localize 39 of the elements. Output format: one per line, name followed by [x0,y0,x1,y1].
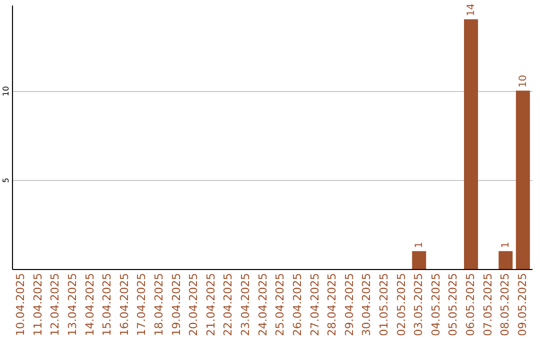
x-tick-label: 10.04.2025 [14,273,28,336]
x-tick-label: 18.04.2025 [152,273,166,336]
x-tick-label: 30.04.2025 [360,273,374,336]
bar [498,251,513,269]
x-tick-label: 03.05.2025 [412,273,426,336]
x-tick-label: 19.04.2025 [170,273,183,336]
x-tick-label: 15.04.2025 [100,273,114,336]
x-tick-label: 02.05.2025 [394,273,408,336]
bar [464,19,478,269]
x-tick-label: 29.04.2025 [342,273,356,336]
x-tick-label: 13.04.2025 [66,273,79,336]
x-tick-label: 20.04.2025 [187,273,200,336]
data-label: 10 [518,74,529,88]
x-tick-label: 14.04.2025 [83,273,96,336]
x-tick-label: 24.04.2025 [256,273,270,336]
y-tick-label: 5 [2,178,10,183]
x-tick-label: 06.05.2025 [464,273,477,336]
data-label: 14 [466,4,477,16]
data-label: 1 [500,242,512,248]
bar [516,90,530,269]
x-tick-label: 17.04.2025 [135,273,148,336]
x-tick-label: 04.05.2025 [429,273,442,336]
x-tick-label: 22.04.2025 [222,273,235,336]
x-tick-label: 07.05.2025 [481,273,494,336]
x-tick-label: 27.04.2025 [308,273,322,336]
x-tick-label: 26.04.2025 [290,273,304,336]
x-tick-label: 28.04.2025 [326,273,339,336]
x-tick-label: 09.05.2025 [516,273,529,336]
x-tick-label: 21.04.2025 [204,273,218,336]
x-tick-label: 23.04.2025 [239,273,252,336]
x-tick-label: 08.05.2025 [498,273,512,336]
x-tick-label: 01.05.2025 [377,273,390,336]
data-label: 1 [414,242,426,248]
bar [412,251,426,269]
x-tick-label: 05.05.2025 [446,273,460,336]
x-tick-label: 16.04.2025 [118,273,131,336]
x-tick-label: 25.04.2025 [274,273,287,336]
x-tick-label: 12.04.2025 [48,273,62,336]
x-tick-label: 11.04.2025 [31,273,44,336]
